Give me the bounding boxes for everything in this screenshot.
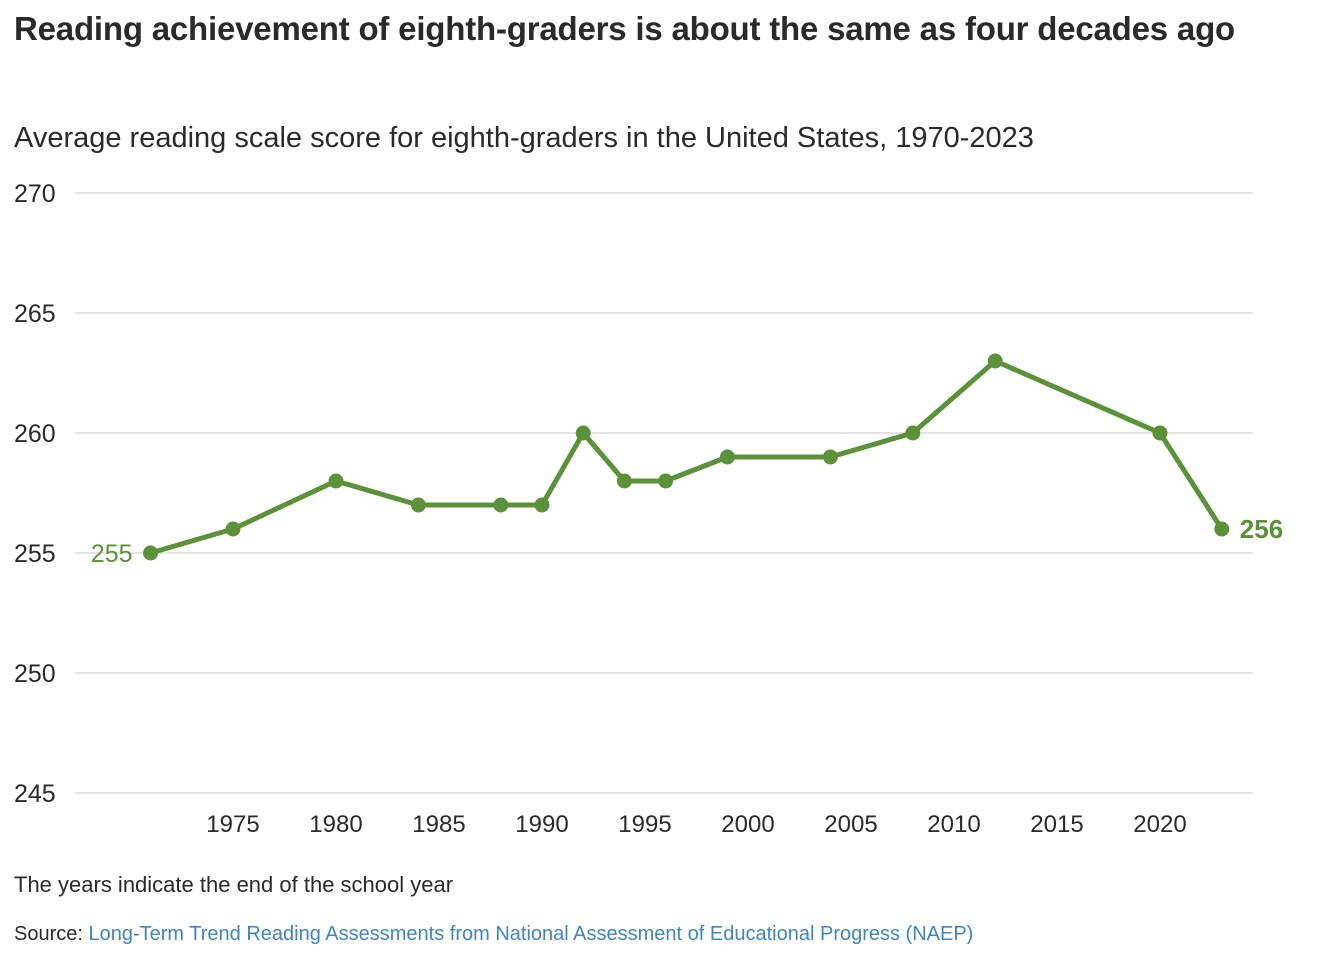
data-point [822,449,838,465]
x-tick-label: 1980 [309,811,362,838]
source-line: Source: Long-Term Trend Reading Assessme… [14,919,973,949]
data-point [534,497,550,513]
data-point [328,473,344,489]
y-tick-label: 245 [14,780,56,808]
x-tick-label: 1975 [206,811,259,838]
y-axis-ticks: 270 265 260 255 250 245 [14,180,56,808]
data-labels: 255 256 [91,514,1283,568]
data-point [143,545,159,561]
start-value-label: 255 [91,540,133,568]
footnote: The years indicate the end of the school… [14,872,454,897]
series-line [148,358,1225,556]
chart-title: Reading achievement of eighth-graders is… [14,10,1235,47]
line-chart: 270 265 260 255 250 245 1975 1980 1985 1990 1995 2… [14,180,1283,838]
x-axis-ticks: 1975 1980 1985 1990 1995 2000 2005 2010 2015 2020 [206,811,1186,838]
data-point [719,449,735,465]
data-point [410,497,426,513]
x-tick-label: 2010 [927,811,980,838]
x-tick-label: 1995 [618,811,671,838]
y-tick-label: 265 [14,300,56,328]
data-point [493,497,509,513]
chart-subtitle: Average reading scale score for eighth-g… [14,122,1034,154]
source-link[interactable]: Long-Term Trend Reading Assessments from… [88,923,974,945]
source-label: Source: [14,923,83,945]
x-tick-label: 2015 [1030,811,1083,838]
data-point [225,521,241,537]
y-tick-label: 255 [14,540,56,568]
data-point [1214,521,1230,537]
y-tick-label: 260 [14,420,56,448]
y-tick-label: 270 [14,180,56,208]
x-tick-label: 2000 [721,811,774,838]
series-line-group [143,353,1230,561]
data-point [658,473,674,489]
y-tick-label: 250 [14,660,56,688]
x-tick-label: 1990 [515,811,568,838]
x-tick-label: 2020 [1133,811,1186,838]
data-point [1152,425,1168,441]
data-point [575,425,591,441]
data-point [987,353,1003,369]
gridlines [74,192,1253,794]
x-tick-label: 2005 [824,811,877,838]
data-point [616,473,632,489]
x-tick-label: 1985 [412,811,465,838]
end-value-label: 256 [1240,514,1283,544]
data-point [905,425,921,441]
